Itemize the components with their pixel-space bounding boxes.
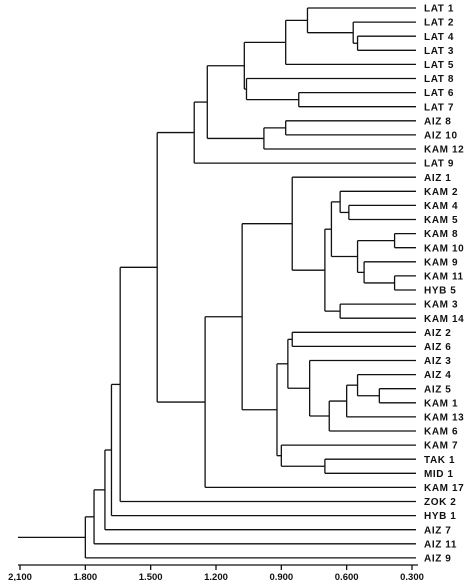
leaf-label: KAM 4: [424, 201, 458, 212]
leaf-label: KAM 7: [424, 441, 458, 452]
leaf-label: AIZ 6: [424, 342, 451, 353]
leaf-label: KAM 9: [424, 257, 458, 268]
leaf-label: KAM 13: [424, 413, 464, 424]
leaf-label: LAT 4: [424, 32, 454, 43]
leaf-label: KAM 10: [424, 243, 464, 254]
leaf-label: LAT 9: [424, 159, 454, 170]
tick-label: 0.900: [269, 572, 293, 581]
leaf-label: HYB 1: [424, 511, 456, 522]
leaf-label: LAT 7: [424, 102, 454, 113]
leaf-label: AIZ 3: [424, 356, 451, 367]
leaf-label: AIZ 10: [424, 131, 458, 142]
leaf-label: LAT 8: [424, 74, 454, 85]
dendrogram-branches: [18, 7, 416, 559]
leaf-label: AIZ 11: [424, 539, 457, 550]
leaf-label: AIZ 7: [424, 525, 451, 536]
leaf-label: HYB 5: [424, 286, 456, 297]
leaf-label: AIZ 4: [424, 370, 451, 381]
leaf-labels: LAT 1 LAT 2 LAT 4 LAT 3 LAT 5 LAT 8 LAT 6 LAT 7…: [424, 4, 464, 565]
distance-axis: 2,100 1.800 1.500 1.200 0.900 0.600 0.300: [8, 564, 424, 581]
leaf-label: AIZ 8: [424, 116, 451, 127]
leaf-label: AIZ 5: [424, 384, 451, 395]
tick-label: 0.300: [400, 572, 424, 581]
leaf-label: ZOK 2: [424, 497, 456, 508]
leaf-label: TAK 1: [424, 455, 455, 466]
tick-label: 1.800: [73, 572, 97, 581]
tick-label: 0.600: [335, 572, 359, 581]
leaf-label: KAM 14: [424, 314, 464, 325]
leaf-label: LAT 1: [424, 4, 454, 15]
leaf-label: KAM 11: [424, 272, 464, 283]
tick-label: 1.500: [139, 572, 163, 581]
leaf-label: KAM 3: [424, 300, 458, 311]
leaf-label: KAM 12: [424, 145, 464, 156]
leaf-label: AIZ 2: [424, 328, 451, 339]
leaf-label: MID 1: [424, 469, 454, 480]
tick-label: 1.200: [204, 572, 228, 581]
leaf-label: KAM 5: [424, 215, 458, 226]
leaf-label: LAT 5: [424, 60, 454, 71]
leaf-label: KAM 1: [424, 398, 458, 409]
leaf-label: AIZ 9: [424, 554, 451, 565]
leaf-label: KAM 2: [424, 187, 458, 198]
leaf-label: KAM 17: [424, 483, 464, 494]
leaf-label: KAM 8: [424, 229, 458, 240]
tick-label: 2,100: [8, 572, 32, 581]
leaf-label: KAM 6: [424, 427, 458, 438]
leaf-label: AIZ 1: [424, 173, 451, 184]
leaf-label: LAT 3: [424, 46, 454, 57]
leaf-label: LAT 2: [424, 18, 454, 29]
leaf-label: LAT 6: [424, 88, 454, 99]
